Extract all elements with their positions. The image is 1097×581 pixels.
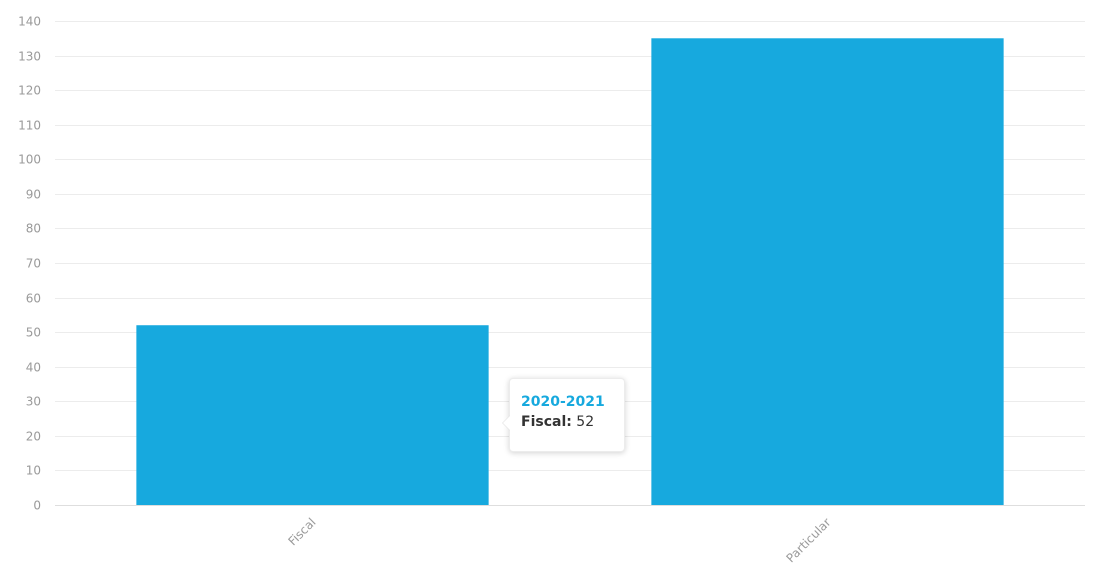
y-tick-label: 40 [26,361,41,375]
y-tick-label: 120 [18,84,41,98]
y-tick-label: 20 [26,430,41,444]
y-tick-label: 0 [33,499,41,513]
tooltip-title: 2020-2021 [521,394,605,410]
y-tick-label: 130 [18,50,41,64]
tooltip-value: 52 [576,414,595,430]
y-axis-ticks: 0 10 20 30 40 50 60 70 80 90 100 110 120 130 140 [18,15,41,513]
y-tick-label: 10 [26,464,41,478]
y-tick-label: 110 [18,119,41,133]
x-axis-ticks: Fiscal Particular [285,515,833,565]
bars [136,38,1004,506]
y-tick-label: 100 [18,153,41,167]
y-tick-label: 90 [26,188,41,202]
y-tick-label: 30 [26,395,41,409]
bar-tooltip: 2020-2021 Fiscal: 52 [502,378,625,452]
y-tick-label: 50 [26,326,41,340]
tooltip-label: Fiscal: [521,414,572,430]
tooltip-row: Fiscal: 52 [521,412,624,432]
y-tick-label: 140 [18,15,41,29]
bar-particular[interactable] [651,38,1004,506]
y-tick-label: 60 [26,292,41,306]
bar-fiscal[interactable] [136,325,489,505]
x-tick-label-particular: Particular [784,515,834,565]
y-tick-label: 70 [26,257,41,271]
y-tick-label: 80 [26,222,41,236]
x-tick-label-fiscal: Fiscal [285,515,318,548]
